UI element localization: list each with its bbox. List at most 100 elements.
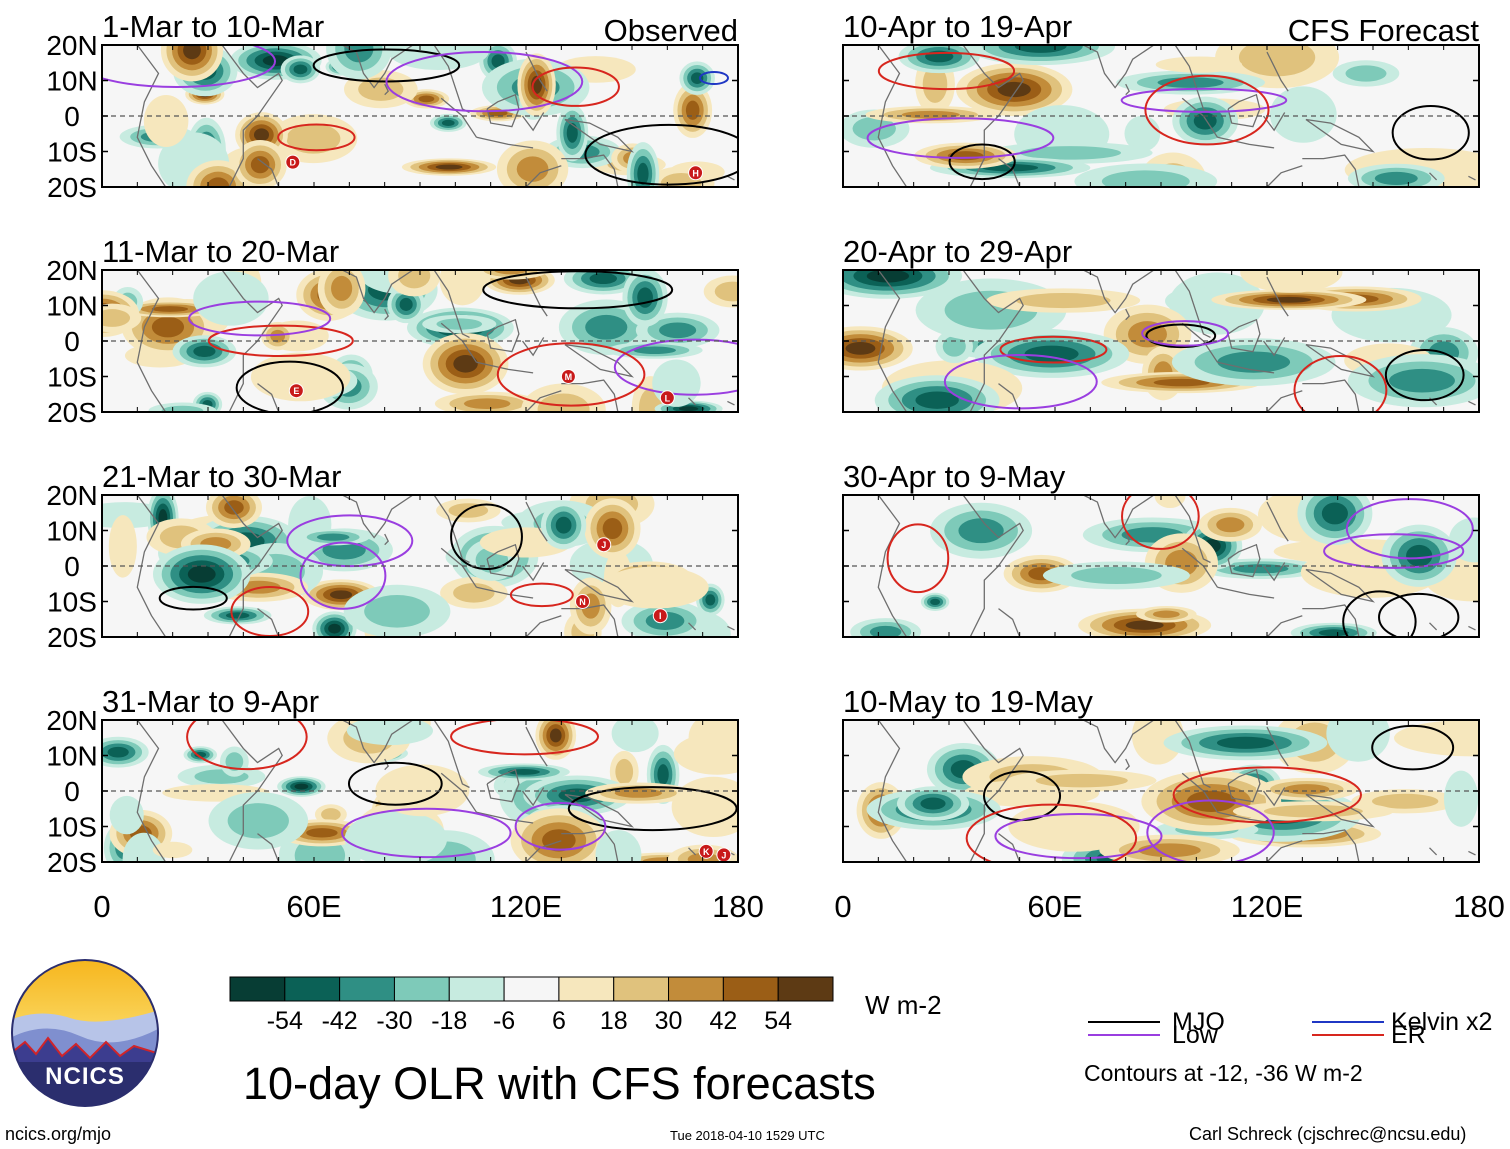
coastline	[525, 51, 548, 92]
y-tick-label: 10N	[46, 66, 97, 97]
coastline	[962, 495, 1024, 637]
cyclone-marker: N	[575, 594, 591, 609]
coastline	[1266, 615, 1303, 637]
er-contour	[1144, 74, 1270, 146]
colorbar-tick-label: 18	[600, 1007, 628, 1035]
coastline	[877, 720, 908, 862]
mjo-contour	[1342, 590, 1417, 637]
colorbar-tick-label: -6	[493, 1007, 515, 1035]
coastline	[384, 533, 389, 546]
low-contour	[514, 802, 607, 851]
cyclone-label: J	[601, 540, 606, 550]
cyclone-symbol	[575, 594, 591, 609]
coastline	[221, 720, 283, 862]
coastline	[486, 543, 520, 578]
coastline	[476, 586, 534, 599]
coastline	[433, 495, 470, 564]
coastline	[1227, 543, 1261, 578]
colorbar-swatch	[339, 976, 395, 1002]
coastline	[1302, 829, 1360, 862]
panel-forecast-0: 10-Apr to 19-Apr CFS Forecast	[842, 9, 1480, 188]
coastline	[521, 562, 545, 582]
cyclone-symbol	[688, 165, 704, 181]
olr-anomaly-field	[843, 270, 1479, 412]
cyclone-label: L	[665, 393, 671, 403]
low-contour	[866, 117, 1055, 159]
cyclone-symbol	[596, 537, 612, 553]
cyclone-label: N	[579, 597, 586, 607]
mjo-contour	[948, 143, 1016, 181]
colorbar-swatch	[393, 976, 450, 1002]
low-contour	[613, 338, 738, 396]
coastline	[1227, 768, 1261, 803]
panel-forecast-1: 20-Apr to 29-Apr	[842, 234, 1480, 413]
coastline	[877, 45, 908, 187]
legend-line-er	[1312, 1034, 1384, 1036]
colorbar-swatch	[613, 976, 670, 1002]
y-tick-label: 20N	[46, 30, 97, 61]
coastline	[1262, 337, 1286, 357]
coastline	[1305, 793, 1376, 828]
y-tick-label: 0	[64, 326, 80, 357]
kelvin-contour	[699, 71, 729, 85]
panel-period: 11-Mar to 20-Mar	[102, 234, 339, 269]
coastline	[1227, 318, 1261, 353]
panel-period: 21-Mar to 30-Mar	[102, 459, 341, 494]
mjo-contour	[1391, 105, 1470, 161]
wave-contours	[102, 45, 738, 186]
colorbar-tick-label: -42	[322, 1007, 358, 1035]
y-tick-label: 20N	[46, 255, 97, 286]
coastline	[257, 383, 280, 412]
coastline	[561, 604, 619, 637]
coastline	[561, 829, 619, 862]
coastline	[1468, 850, 1476, 856]
coastline	[1266, 165, 1303, 187]
coastline	[1262, 787, 1286, 807]
cyclone-label: E	[293, 386, 299, 396]
mjo-contour	[567, 786, 738, 832]
y-tick-label: 20S	[47, 847, 97, 878]
olr-anomaly-field	[843, 45, 1479, 187]
timestamp: Tue 2018-04-10 1529 UTC	[670, 1128, 825, 1143]
coastline	[688, 397, 697, 406]
colorbar-swatch	[503, 976, 560, 1002]
coastline	[877, 270, 908, 412]
y-tick-label: 10N	[46, 516, 97, 547]
coastline	[525, 501, 548, 542]
coastline	[1302, 154, 1360, 187]
coastline	[1468, 175, 1476, 181]
colorbar-swatch	[722, 976, 779, 1002]
panel-period: 10-Apr to 19-Apr	[843, 9, 1072, 44]
website-label[interactable]: ncics.org/mjo	[5, 1124, 112, 1144]
colorbar-swatch	[558, 976, 615, 1002]
low-contour	[385, 51, 584, 113]
coastline	[1305, 118, 1376, 153]
low-contour	[102, 45, 277, 88]
coastline	[136, 495, 167, 637]
x-tick-label: 60E	[1027, 889, 1082, 924]
coastline	[476, 811, 534, 824]
coastline	[1429, 622, 1438, 631]
coastline	[521, 787, 545, 807]
cyclone-symbol	[659, 390, 675, 406]
coastline	[384, 83, 389, 96]
cyclone-marker: L	[659, 390, 675, 406]
cyclone-symbol	[652, 608, 668, 624]
coastlines	[877, 495, 1476, 637]
low-contour	[1120, 87, 1288, 113]
coastline	[525, 726, 548, 767]
wave-contours	[943, 320, 1465, 412]
er-contour	[965, 803, 1138, 862]
mjo-contour	[235, 360, 344, 412]
er-contour	[496, 342, 646, 407]
colorbar-swatch	[284, 976, 341, 1002]
coastline	[521, 112, 545, 132]
coastline	[486, 318, 520, 353]
x-tick-label: 120E	[490, 889, 562, 924]
coastline	[727, 400, 735, 406]
coastline	[1305, 343, 1376, 378]
er-contour	[186, 720, 308, 771]
legend-label-er: ER	[1391, 1021, 1426, 1049]
